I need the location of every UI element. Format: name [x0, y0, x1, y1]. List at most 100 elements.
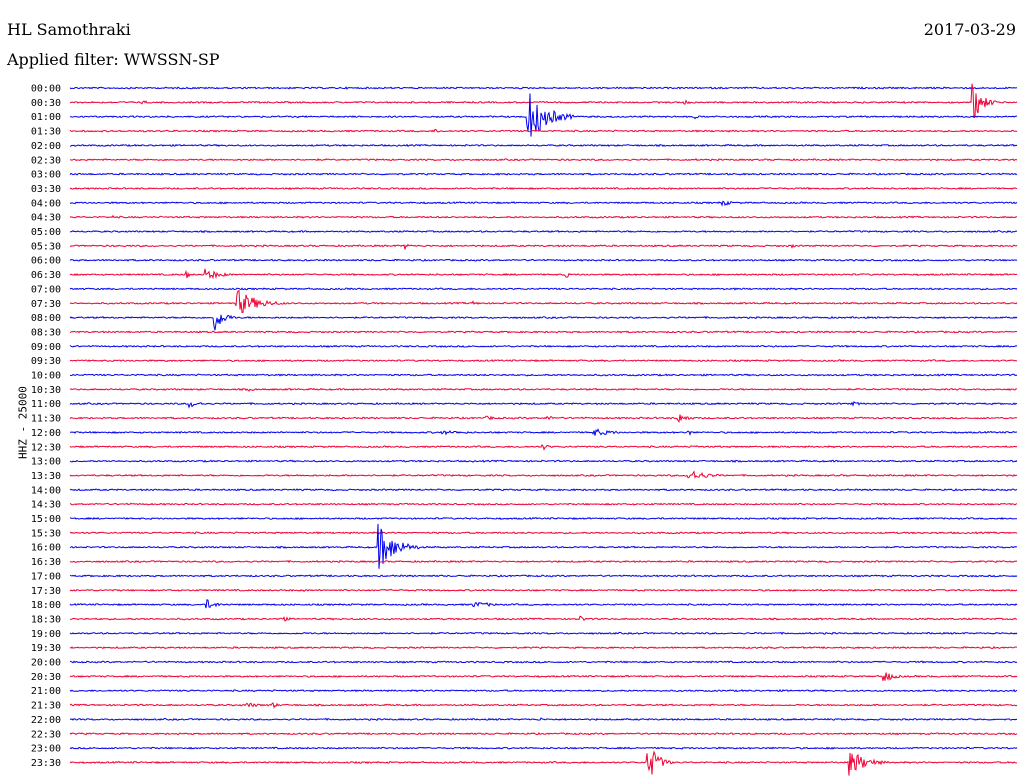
trace-row	[69, 330, 1018, 334]
trace-row	[69, 129, 1018, 133]
trace-row	[69, 414, 1018, 423]
row-time-label: 22:30	[31, 729, 61, 740]
row-time-label: 05:00	[31, 227, 61, 238]
row-time-label: 13:00	[31, 457, 61, 468]
row-time-label: 08:30	[31, 327, 61, 338]
row-time-label: 14:00	[31, 485, 61, 496]
trace-row	[69, 443, 1018, 451]
trace-row	[69, 258, 1018, 262]
trace-row	[69, 631, 1018, 635]
trace-row	[69, 229, 1018, 234]
trace-row	[70, 615, 1018, 622]
row-time-label: 03:30	[31, 184, 61, 195]
row-time-label: 20:00	[31, 658, 61, 669]
row-time-label: 07:30	[31, 299, 61, 310]
row-time-label: 19:00	[31, 629, 61, 640]
trace-row	[69, 717, 1018, 722]
trace-row	[69, 186, 1018, 191]
trace-row	[69, 214, 1018, 219]
row-time-label: 06:00	[31, 256, 61, 267]
row-time-label: 18:00	[31, 600, 61, 611]
trace-row	[69, 268, 1018, 280]
row-time-label: 04:00	[31, 198, 61, 209]
row-time-label: 13:30	[31, 471, 61, 482]
trace-row	[69, 750, 1017, 776]
row-time-label: 18:30	[31, 614, 61, 625]
row-time-label: 10:00	[31, 371, 61, 382]
row-time-label: 11:30	[31, 414, 61, 425]
row-time-label: 10:30	[31, 385, 61, 396]
row-time-label: 15:00	[31, 514, 61, 525]
row-time-label: 17:00	[31, 571, 61, 582]
trace-row	[69, 172, 1018, 176]
row-time-label: 00:00	[31, 84, 61, 95]
trace-row	[69, 387, 1018, 392]
trace-row	[69, 287, 1018, 291]
row-time-label: 23:00	[31, 744, 61, 755]
row-time-label: 00:30	[31, 98, 61, 109]
row-time-label: 20:30	[31, 672, 61, 683]
trace-row	[69, 645, 1018, 650]
row-time-label: 04:30	[31, 213, 61, 224]
row-time-label: 12:30	[31, 442, 61, 453]
trace-row	[69, 470, 1017, 479]
trace-row	[69, 488, 1018, 492]
applied-filter: Applied filter: WWSSN-SP	[7, 50, 220, 69]
row-time-label: 21:30	[31, 701, 61, 712]
trace-row	[69, 588, 1018, 593]
trace-row	[69, 523, 1018, 569]
row-time-label: 12:00	[31, 428, 61, 439]
trace-row	[69, 200, 1018, 207]
trace-row	[69, 516, 1017, 521]
trace-row	[69, 86, 1018, 90]
row-time-label: 02:30	[31, 155, 61, 166]
row-time-label: 02:00	[31, 141, 61, 152]
row-time-label: 01:00	[31, 112, 61, 123]
trace-row	[69, 373, 1018, 377]
trace-row	[69, 314, 1018, 331]
row-time-label: 01:30	[31, 127, 61, 138]
row-time-label: 14:30	[31, 500, 61, 511]
row-time-label: 16:30	[31, 557, 61, 568]
trace-row	[69, 158, 1018, 162]
trace-row	[69, 746, 1018, 750]
station-name: HL Samothraki	[7, 20, 131, 39]
row-time-label: 06:30	[31, 270, 61, 281]
trace-row	[69, 732, 1018, 736]
trace-row	[69, 702, 1018, 709]
trace-row	[69, 574, 1018, 578]
row-time-label: 15:30	[31, 528, 61, 539]
trace-row	[69, 502, 1018, 506]
trace-row	[69, 243, 1018, 250]
record-date: 2017-03-29	[923, 20, 1016, 39]
row-time-label: 19:30	[31, 643, 61, 654]
trace-row	[69, 599, 1018, 609]
trace-row	[69, 660, 1018, 664]
row-time-label: 09:30	[31, 356, 61, 367]
trace-row	[69, 93, 1018, 137]
row-time-label: 08:00	[31, 313, 61, 324]
row-time-label: 21:00	[31, 686, 61, 697]
row-time-label: 11:00	[31, 399, 61, 410]
trace-row	[69, 559, 1018, 564]
trace-row	[69, 83, 1018, 119]
row-time-label: 05:30	[31, 241, 61, 252]
trace-row	[69, 672, 1018, 681]
row-time-label: 22:00	[31, 715, 61, 726]
trace-row	[69, 689, 1018, 693]
trace-row	[69, 428, 1018, 436]
row-time-label: 03:00	[31, 170, 61, 181]
row-time-label: 17:30	[31, 586, 61, 597]
trace-row	[69, 289, 1018, 314]
row-time-label: 23:30	[31, 758, 61, 769]
row-time-label: 07:00	[31, 284, 61, 295]
trace-row	[69, 143, 1018, 148]
trace-row	[69, 459, 1018, 463]
trace-row	[69, 401, 1018, 409]
row-time-label: 09:00	[31, 342, 61, 353]
trace-row	[69, 344, 1018, 348]
trace-row	[69, 531, 1018, 535]
row-time-label: 16:00	[31, 543, 61, 554]
trace-row	[69, 359, 1018, 363]
